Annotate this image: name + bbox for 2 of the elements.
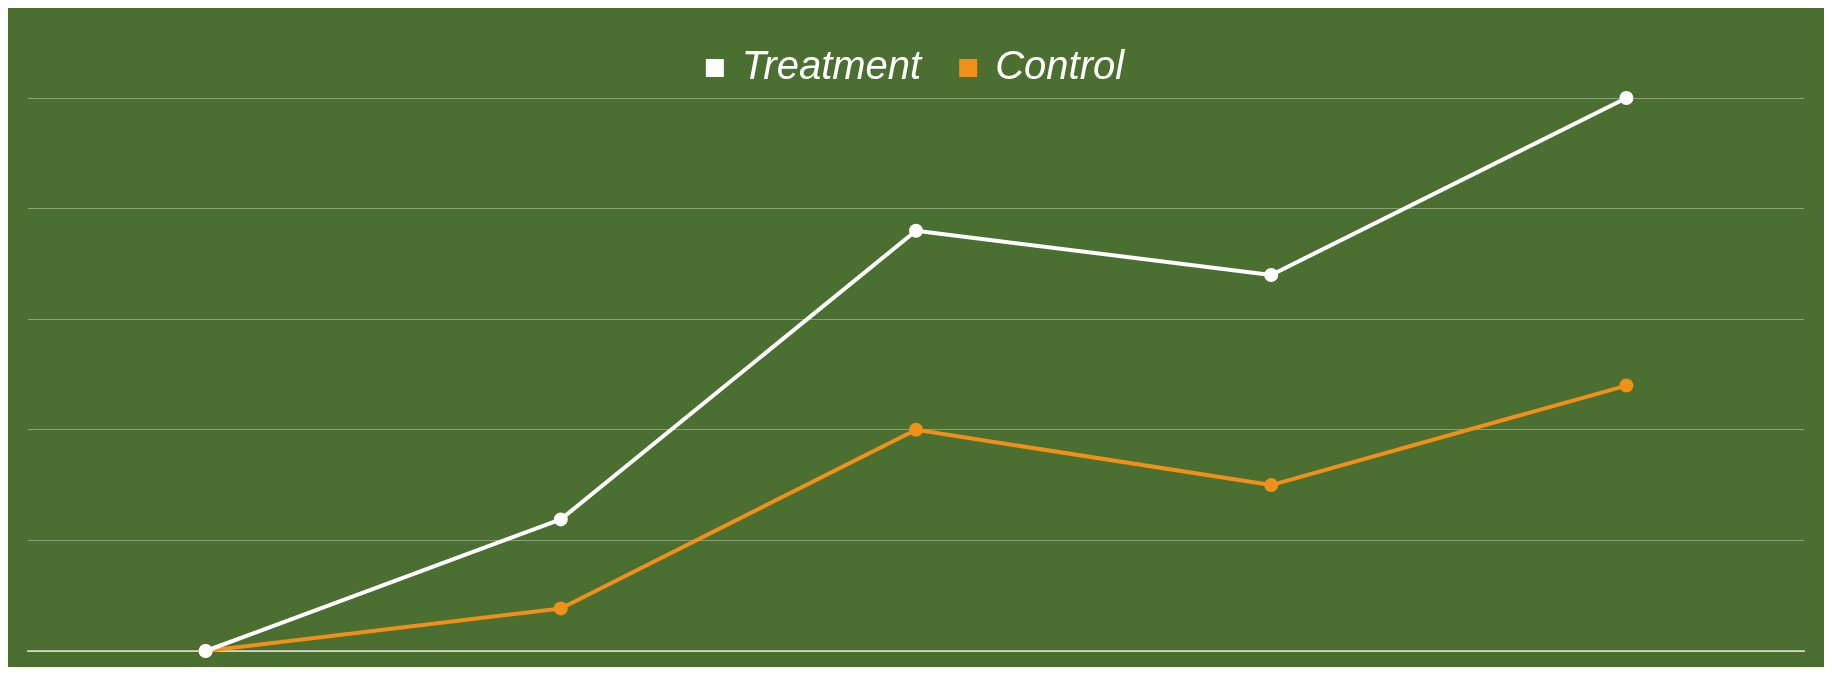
legend-label: Control <box>995 43 1126 88</box>
legend-label: Treatment <box>741 43 924 88</box>
